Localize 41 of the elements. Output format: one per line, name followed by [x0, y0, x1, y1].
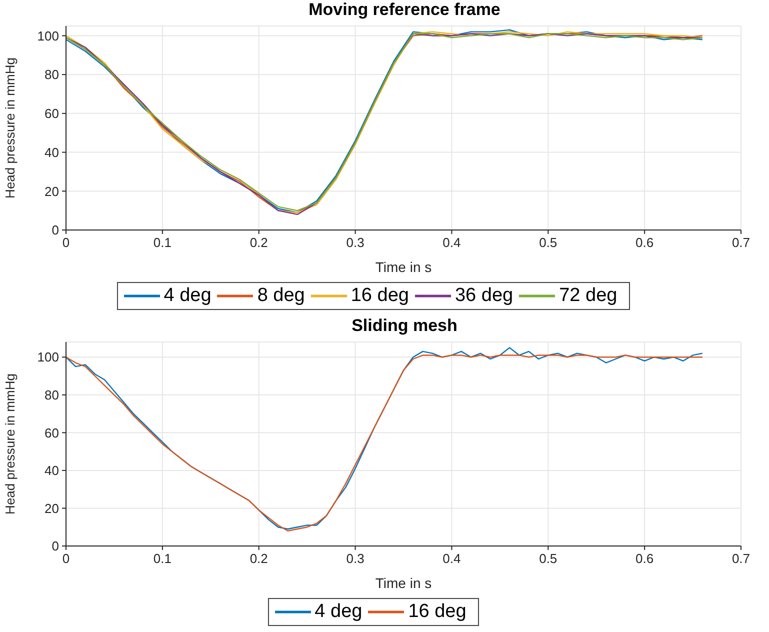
y-tick-label: 60	[44, 425, 59, 440]
x-tick-label: 0.2	[250, 551, 268, 566]
x-tick-label: 0.7	[732, 235, 750, 250]
legend-label: 16 deg	[408, 601, 466, 623]
x-tick-label: 0.3	[346, 551, 364, 566]
x-tick-label: 0	[62, 235, 70, 250]
y-tick-label: 20	[44, 500, 59, 516]
x-tick-label: 0.1	[153, 551, 172, 566]
y-tick-label: 40	[44, 463, 59, 478]
x-axis-title: Time in s	[375, 575, 432, 591]
x-axis-title: Time in s	[375, 259, 432, 275]
chart-title: Sliding mesh	[350, 316, 458, 337]
y-tick-label: 80	[44, 388, 59, 403]
y-axis-title: Head pressure in mmHg	[2, 58, 18, 198]
x-tick-label: 0	[62, 551, 70, 566]
legend-label: 16 deg	[350, 285, 409, 307]
x-tick-label: 0.3	[346, 235, 364, 250]
chart-title: Moving reference frame	[308, 0, 502, 21]
y-tick-label: 40	[44, 144, 59, 160]
legend-label: 72 deg	[559, 285, 618, 307]
y-tick-label: 0	[52, 222, 59, 238]
y-axis-title: Head pressure in mmHg	[2, 374, 18, 514]
legend-label: 8 deg	[257, 285, 305, 307]
y-tick-label: 60	[44, 106, 59, 122]
x-tick-label: 0.6	[636, 551, 654, 566]
legend-label: 4 deg	[164, 285, 212, 307]
x-tick-label: 0.1	[153, 235, 172, 250]
x-tick-label: 0.5	[539, 235, 558, 250]
legend-label: 36 deg	[454, 285, 514, 307]
legend-label: 4 deg	[314, 601, 362, 623]
x-tick-label: 0.4	[442, 551, 461, 566]
x-tick-label: 0.4	[442, 235, 461, 250]
y-tick-label: 100	[37, 28, 59, 44]
x-tick-label: 0.5	[539, 551, 558, 566]
x-tick-label: 0.7	[732, 551, 750, 566]
y-tick-label: 0	[52, 538, 59, 554]
x-tick-label: 0.6	[636, 235, 654, 250]
x-tick-label: 0.2	[250, 235, 268, 250]
y-tick-label: 80	[44, 67, 59, 82]
y-tick-label: 20	[44, 184, 59, 199]
y-tick-label: 100	[37, 350, 59, 365]
